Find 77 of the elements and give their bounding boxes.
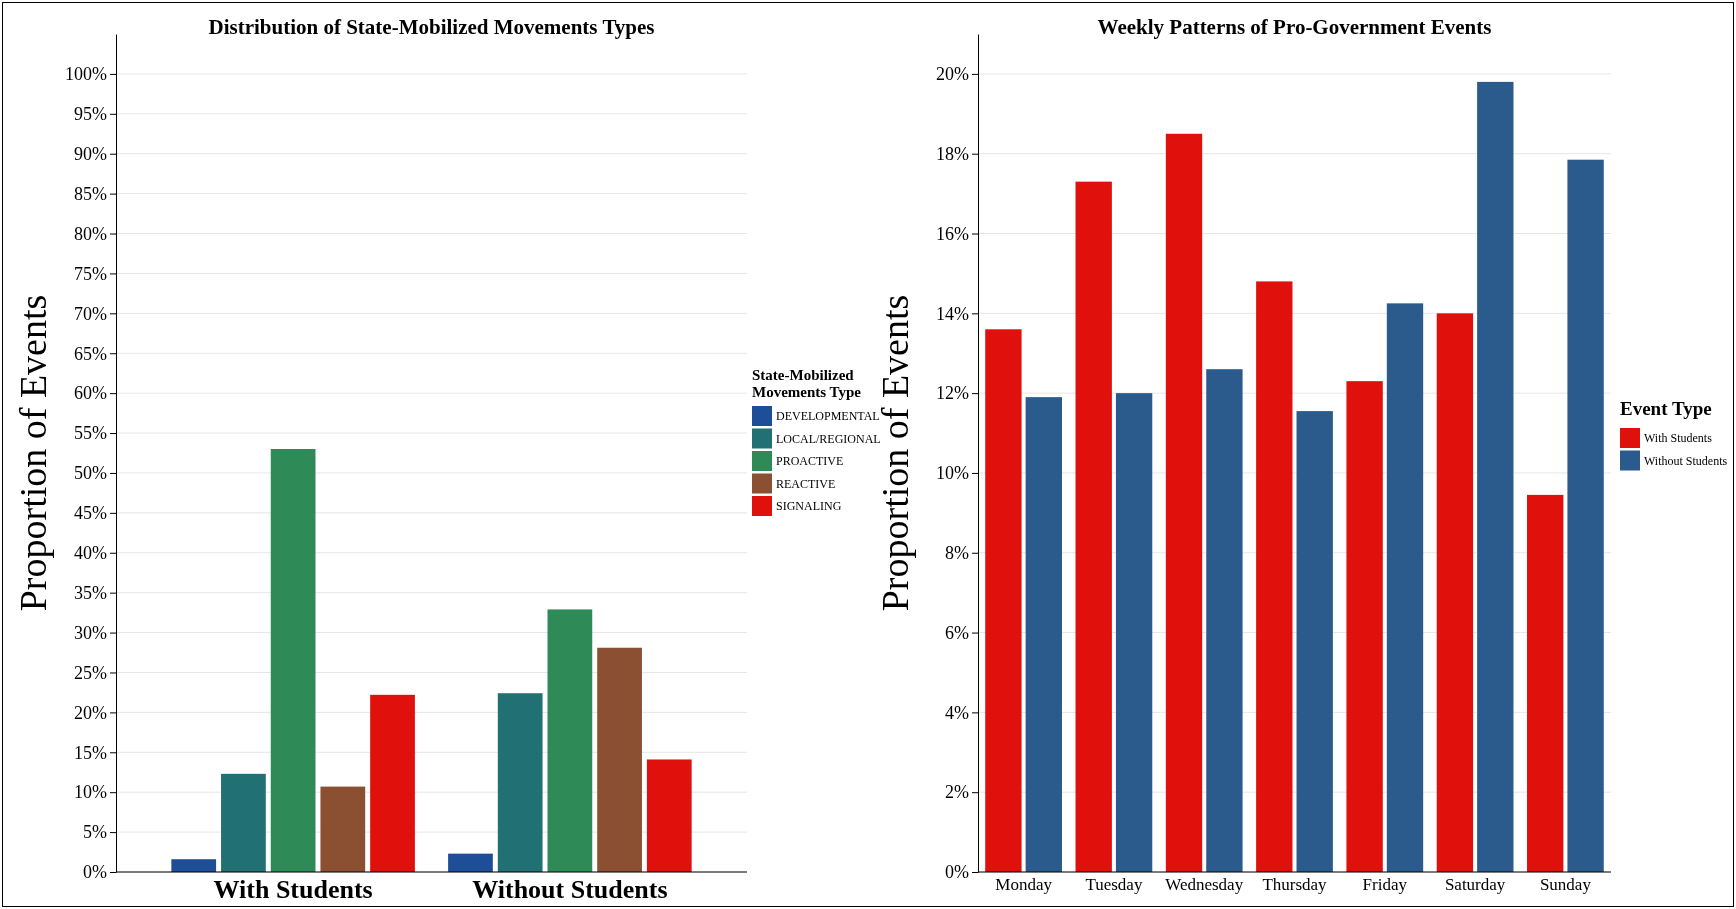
y-tick-label: 8% <box>945 543 969 564</box>
bar <box>1206 369 1243 872</box>
y-tick-label: 6% <box>945 622 969 643</box>
bar <box>1075 181 1112 872</box>
bar <box>497 693 543 872</box>
legend-title: Event Type <box>1620 398 1712 419</box>
y-tick-label: 18% <box>936 143 969 164</box>
x-tick-label: Saturday <box>1444 875 1506 895</box>
x-tick-label: Monday <box>995 875 1053 895</box>
bar <box>1256 281 1293 872</box>
y-tick-label: 90% <box>74 143 107 164</box>
x-tick-label: With Students <box>213 875 373 905</box>
legend-label: REACTIVE <box>776 476 836 491</box>
legend-label: DEVELOPMENTAL <box>776 409 880 423</box>
bar <box>320 786 366 872</box>
y-tick-label: 80% <box>74 223 107 244</box>
y-tick-label: 30% <box>74 622 107 643</box>
bar <box>370 694 415 872</box>
bar <box>1165 133 1203 872</box>
bar <box>1386 303 1424 872</box>
bar <box>448 853 493 872</box>
x-tick-label: Friday <box>1362 875 1408 895</box>
y-tick-label: 70% <box>74 303 107 324</box>
y-tick-label: 75% <box>74 263 107 284</box>
y-tick-label: 50% <box>74 463 107 484</box>
chart-title: Weekly Patterns of Pro-Government Events <box>1097 15 1492 39</box>
y-tick-label: 14% <box>936 303 969 324</box>
bar <box>270 449 316 872</box>
y-tick-label: 45% <box>74 503 107 524</box>
y-tick-label: 40% <box>74 543 107 564</box>
y-tick-label: 10% <box>74 782 107 803</box>
bar <box>221 773 266 872</box>
y-tick-label: 4% <box>945 702 969 723</box>
legend-title: State-Mobilized Movements Type <box>752 367 862 400</box>
chart-title: Distribution of State-Mobilized Movements Types <box>208 15 655 39</box>
bar <box>1346 381 1383 872</box>
y-tick-label: 85% <box>74 183 107 204</box>
y-tick-label: 100% <box>65 64 107 85</box>
legend-label: With Students <box>1644 431 1713 445</box>
y-tick-label: 0% <box>945 862 969 883</box>
x-tick-label: Without Students <box>472 875 668 905</box>
bar <box>1115 393 1153 872</box>
y-tick-label: 20% <box>936 64 969 85</box>
bar <box>1527 494 1564 872</box>
y-tick-label: 12% <box>936 383 969 404</box>
y-tick-label: 35% <box>74 582 107 603</box>
x-tick-label: Sunday <box>1539 875 1592 895</box>
legend-label: SIGNALING <box>776 499 842 513</box>
legend-label: LOCAL/REGIONAL <box>776 431 881 446</box>
y-tick-label: 20% <box>74 702 107 723</box>
x-tick-label: Thursday <box>1262 875 1328 895</box>
y-tick-label: 15% <box>74 742 107 763</box>
y-tick-label: 55% <box>74 423 107 444</box>
bar <box>1567 159 1604 872</box>
y-tick-label: 95% <box>74 104 107 125</box>
bar <box>1477 81 1514 872</box>
y-tick-label: 60% <box>74 383 107 404</box>
x-tick-label: Wednesday <box>1165 875 1244 895</box>
y-axis-title: Proportion of Events <box>12 294 54 612</box>
bar <box>646 759 692 872</box>
y-tick-label: 16% <box>936 223 969 244</box>
bar <box>1296 411 1333 872</box>
bar <box>171 859 217 872</box>
y-tick-label: 65% <box>74 343 107 364</box>
bar <box>985 329 1022 872</box>
bar <box>1025 397 1062 872</box>
y-tick-label: 10% <box>936 463 969 484</box>
legend-label: Without Students <box>1644 453 1728 468</box>
bar <box>597 647 642 872</box>
y-tick-label: 25% <box>74 662 107 683</box>
y-tick-label: 0% <box>83 862 107 883</box>
bar <box>1436 313 1474 872</box>
legend-label: PROACTIVE <box>776 454 844 468</box>
y-tick-label: 5% <box>83 822 107 843</box>
x-tick-label: Tuesday <box>1085 875 1143 895</box>
bar <box>547 609 593 872</box>
y-tick-label: 2% <box>945 782 969 803</box>
